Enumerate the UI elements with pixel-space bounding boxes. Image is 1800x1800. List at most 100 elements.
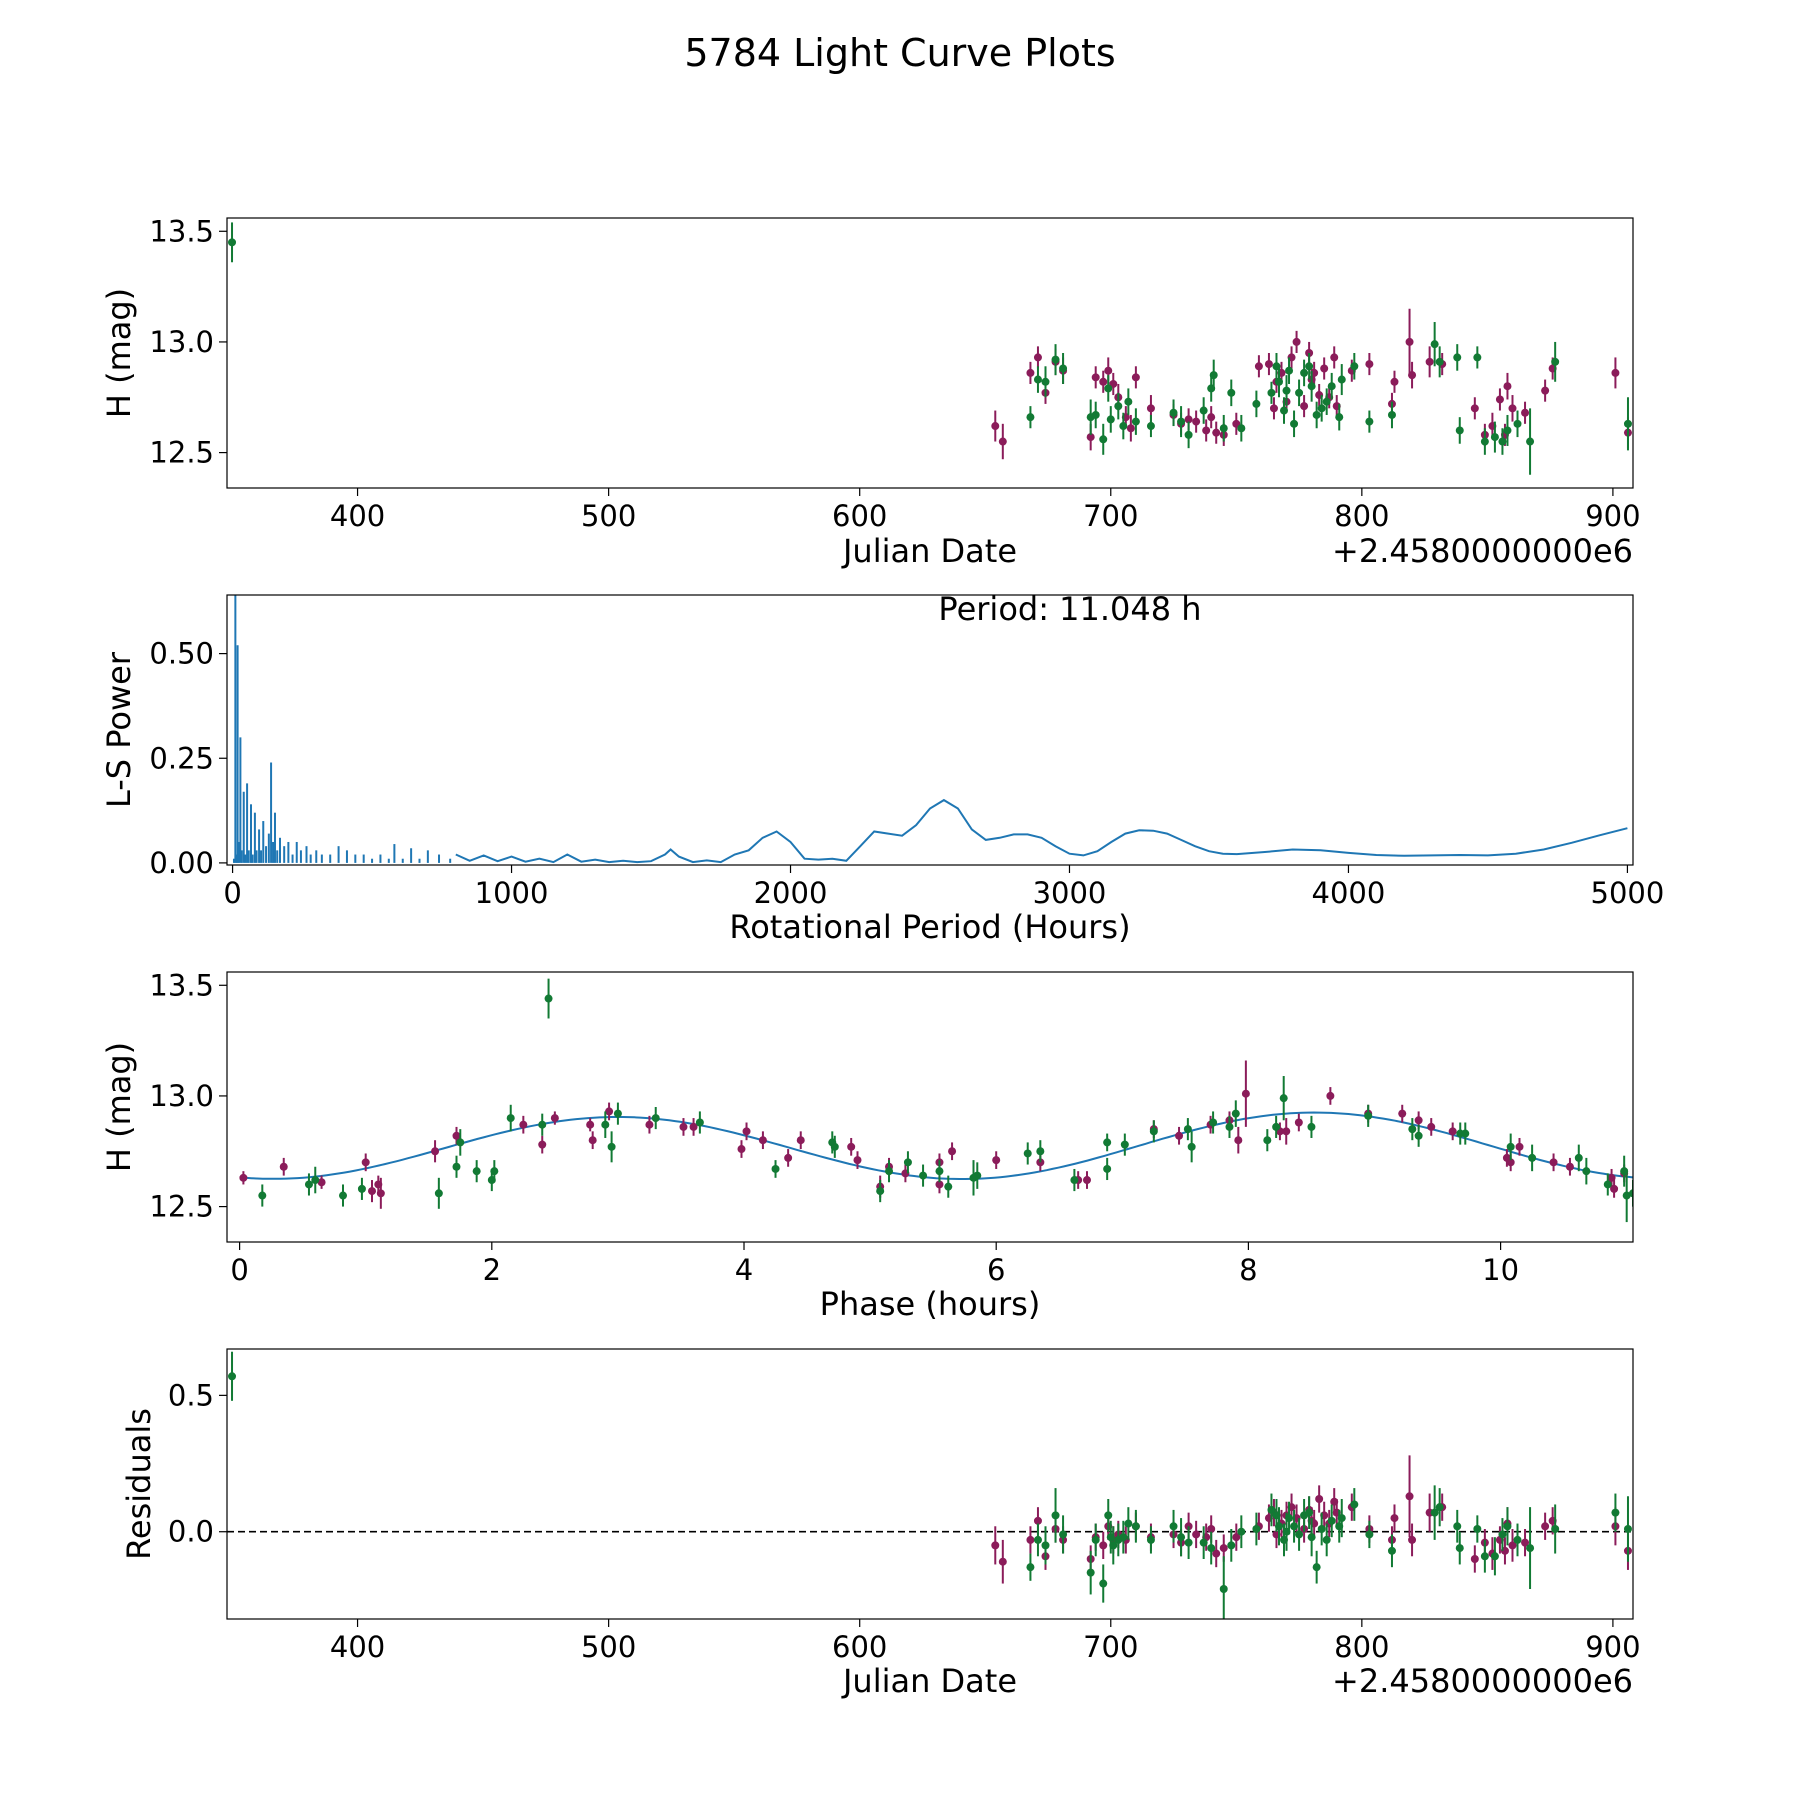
residuals-magenta-point <box>1315 1495 1324 1503</box>
raw-light-curve-green-point <box>1099 435 1108 444</box>
raw-light-curve-magenta-point <box>1292 337 1301 346</box>
raw-light-curve-green-point <box>1227 388 1236 397</box>
raw-light-curve-xtick-label: 900 <box>1585 499 1640 533</box>
phased-light-curve-green-point <box>538 1120 547 1129</box>
phased-light-curve-magenta-point <box>279 1162 288 1171</box>
phased-light-curve-green-point <box>1364 1111 1373 1120</box>
raw-light-curve-magenta-point <box>1521 408 1530 417</box>
phased-light-curve-magenta-point <box>1398 1109 1407 1118</box>
raw-light-curve-magenta-point <box>1254 362 1263 371</box>
raw-light-curve-green-point <box>1051 355 1060 364</box>
residuals-green-point <box>1322 1535 1331 1544</box>
residuals-green-point <box>1051 1511 1060 1520</box>
raw-light-curve-xtick-label: 600 <box>832 499 887 533</box>
residuals-green-point <box>1490 1552 1499 1561</box>
figure-title: 5784 Light Curve Plots <box>684 31 1115 75</box>
phased-light-curve-green-point <box>695 1118 704 1127</box>
raw-light-curve-green-point <box>1219 424 1228 433</box>
raw-light-curve-green-point <box>1623 419 1632 428</box>
raw-light-curve-magenta-point <box>1508 404 1517 413</box>
raw-light-curve-green-point <box>1327 382 1336 391</box>
residuals-green-point <box>1184 1538 1193 1547</box>
phased-light-curve-green-point <box>1622 1191 1631 1200</box>
residuals-magenta-point <box>1207 1525 1216 1533</box>
raw-light-curve-green-point <box>1453 353 1462 362</box>
periodogram-ticks: 0 1000 2000 3000 4000 5000 0.00 0.25 0.50 <box>149 637 1664 910</box>
residuals-xtick-label: 800 <box>1334 1630 1389 1664</box>
phased-light-curve-green-point <box>613 1109 622 1118</box>
phased-light-curve-ytick-label: 13.0 <box>149 1079 214 1113</box>
phased-light-curve-magenta-point <box>1241 1089 1250 1098</box>
phased-light-curve-green-point <box>1209 1118 1218 1127</box>
residuals-green-point <box>1124 1519 1133 1528</box>
residuals-magenta-point <box>1408 1535 1417 1544</box>
raw-light-curve-green-point <box>1026 413 1035 422</box>
residuals-green-point <box>1033 1535 1042 1544</box>
phased-light-curve-green-point <box>1187 1142 1196 1151</box>
phased-light-curve-magenta-point <box>368 1187 377 1196</box>
raw-light-curve-green-point <box>1282 386 1291 395</box>
raw-light-curve-magenta-point <box>1202 426 1211 435</box>
phased-light-curve-magenta-point <box>1549 1158 1558 1167</box>
raw-light-curve-green-point <box>1455 426 1464 435</box>
raw-light-curve-green-point <box>1119 422 1128 431</box>
phased-light-curve-green-point <box>1103 1138 1112 1147</box>
phased-light-curve-green-point <box>1279 1094 1288 1103</box>
phased-light-curve-green-point <box>1036 1147 1045 1156</box>
residuals-magenta-point <box>998 1557 1007 1566</box>
raw-light-curve-magenta-point <box>1320 364 1329 373</box>
phased-light-curve-magenta-point <box>935 1180 944 1189</box>
residuals-green-point <box>1146 1535 1155 1544</box>
phased-light-curve-green-point <box>1506 1142 1515 1151</box>
raw-light-curve-magenta-point <box>1086 433 1095 442</box>
residuals-green-point <box>1473 1525 1482 1533</box>
raw-light-curve-magenta-point <box>1269 404 1278 413</box>
raw-light-curve-green-point <box>1033 375 1042 384</box>
phased-light-curve-magenta-point <box>645 1120 654 1129</box>
phased-light-curve-green-point <box>601 1120 610 1129</box>
raw-light-curve-magenta-point <box>1470 404 1479 413</box>
raw-light-curve-green-point <box>1435 357 1444 366</box>
residuals-magenta-point <box>1508 1541 1517 1550</box>
raw-light-curve-magenta-point <box>1611 368 1620 377</box>
phased-light-curve-green-point <box>651 1114 660 1123</box>
residuals-green-point <box>1177 1533 1186 1542</box>
periodogram-frame <box>226 594 1634 866</box>
residuals-plot-area <box>227 1351 1633 1619</box>
raw-light-curve-marks <box>228 222 1632 475</box>
raw-light-curve-green-point <box>228 238 237 247</box>
raw-light-curve-magenta-point <box>1408 371 1417 380</box>
raw-light-curve-green-point <box>1387 410 1396 419</box>
raw-light-curve-xtick-label: 800 <box>1334 499 1389 533</box>
raw-light-curve-xtick-label: 400 <box>330 499 385 533</box>
periodogram-curve <box>455 798 1628 864</box>
phased-light-curve-green-point <box>304 1180 313 1189</box>
raw-light-curve-green-point <box>1146 422 1155 431</box>
raw-light-curve-magenta-point <box>1365 360 1374 369</box>
residuals-green-point <box>1207 1544 1216 1553</box>
residuals-green-point <box>1435 1503 1444 1512</box>
phased-light-curve-green-point <box>456 1138 465 1147</box>
residuals-green-point <box>1237 1527 1246 1536</box>
phased-light-curve-green-point <box>1103 1164 1112 1173</box>
residuals-green-point <box>1350 1500 1359 1509</box>
residuals-magenta-point <box>991 1541 1000 1550</box>
phased-light-curve-green-point <box>1120 1140 1129 1149</box>
phased-light-curve-xtick-label: 6 <box>987 1253 1005 1287</box>
phased-light-curve-green-point <box>771 1164 780 1173</box>
raw-light-curve-magenta-point <box>1126 424 1135 433</box>
residuals-green-point <box>1041 1541 1050 1550</box>
phased-light-curve-green-point <box>472 1167 481 1176</box>
periodogram-marks <box>232 595 1628 864</box>
raw-light-curve-green-point <box>1430 340 1439 349</box>
raw-light-curve-green-point <box>1285 366 1294 375</box>
phased-light-curve-magenta-point <box>758 1136 767 1145</box>
raw-light-curve-green-point <box>1307 382 1316 391</box>
raw-light-curve-magenta-point <box>1207 413 1216 422</box>
raw-light-curve-green-point <box>1041 377 1050 386</box>
phased-light-curve-green-point <box>434 1189 443 1198</box>
residuals-green-point <box>1290 1522 1299 1531</box>
residuals-xtick-label: 900 <box>1585 1630 1640 1664</box>
phased-light-curve-magenta-point <box>1610 1184 1619 1193</box>
